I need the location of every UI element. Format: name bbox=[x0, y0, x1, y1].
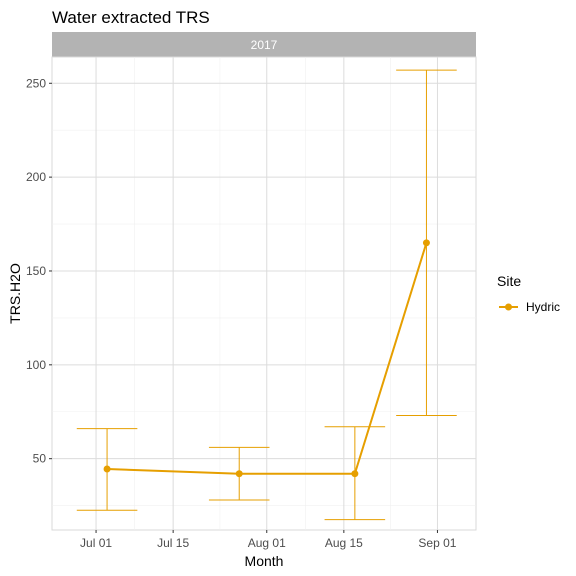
legend-key-point bbox=[505, 303, 512, 311]
y-tick-label: 250 bbox=[26, 76, 46, 90]
data-point bbox=[235, 470, 243, 478]
legend-label-hydric: Hydric bbox=[526, 300, 560, 314]
data-points bbox=[103, 239, 430, 478]
x-axis-title: Month bbox=[245, 553, 284, 569]
data-point bbox=[351, 470, 359, 478]
x-tick-label: Aug 01 bbox=[248, 536, 286, 550]
chart-title: Water extracted TRS bbox=[52, 8, 210, 27]
series-line-segment bbox=[106, 467, 241, 475]
y-tick-label: 150 bbox=[26, 264, 46, 278]
data-point bbox=[422, 239, 430, 247]
facet-label: 2017 bbox=[251, 38, 278, 52]
facet-strip bbox=[52, 32, 476, 57]
x-tick-label: Sep 01 bbox=[418, 536, 456, 550]
grid bbox=[52, 57, 476, 530]
legend: Site Hydric bbox=[497, 273, 560, 314]
y-axis-title: TRS.H2O bbox=[7, 263, 23, 324]
y-tick-label: 100 bbox=[26, 358, 46, 372]
x-tick-label: Aug 15 bbox=[325, 536, 363, 550]
data-point bbox=[103, 465, 111, 473]
series-lines bbox=[106, 241, 428, 475]
legend-title: Site bbox=[497, 273, 521, 289]
x-tick-label: Jul 15 bbox=[157, 536, 189, 550]
y-tick-label: 200 bbox=[26, 170, 46, 184]
tick-labels: 50 100 150 200 250 Jul 01 Jul 15 Aug 01 Aug 15 Se… bbox=[26, 76, 457, 550]
x-tick-label: Jul 01 bbox=[80, 536, 112, 550]
series-line-segment bbox=[353, 241, 428, 475]
plot-panel bbox=[51, 56, 477, 531]
error-bars bbox=[76, 69, 457, 521]
y-tick-label: 50 bbox=[33, 452, 47, 466]
